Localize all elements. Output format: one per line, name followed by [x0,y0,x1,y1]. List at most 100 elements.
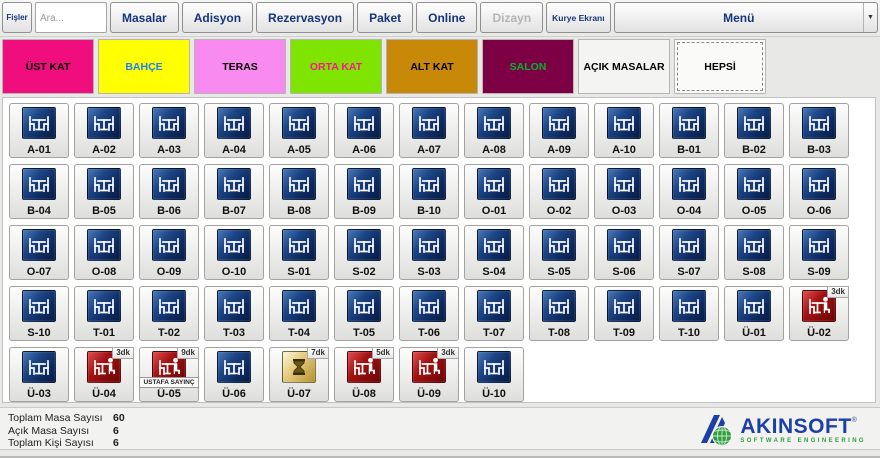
floor-tab[interactable]: HEPSİ [674,39,766,94]
nav-button[interactable]: Online [416,2,478,33]
table-button[interactable]: O-05 [724,164,784,219]
table-button[interactable]: T-08 [529,286,589,341]
table-button[interactable]: S-10 [9,286,69,341]
table-chairs-icon [419,177,439,192]
table-button[interactable]: 7dk [269,347,329,402]
nav-button[interactable]: Kurye Ekranı [546,2,611,33]
table-button[interactable]: 5dk [334,347,394,402]
table-button[interactable]: B-10 [399,164,459,219]
floor-tab[interactable]: BAHÇE [98,39,190,94]
table-button[interactable]: A-03 [139,103,199,158]
table-button[interactable]: S-09 [789,225,849,280]
table-button[interactable]: T-01 [74,286,134,341]
table-button[interactable]: B-07 [204,164,264,219]
table-status-tile [217,107,251,139]
nav-button[interactable]: Adisyon [181,2,254,33]
table-button[interactable]: B-02 [724,103,784,158]
table-status-tile [87,290,121,322]
table-button[interactable]: O-03 [594,164,654,219]
floor-tab[interactable]: TERAS [194,39,286,94]
table-button[interactable]: A-07 [399,103,459,158]
table-button[interactable]: A-09 [529,103,589,158]
table-button[interactable]: S-06 [594,225,654,280]
table-status-tile [672,168,706,200]
nav-button[interactable]: Dizayn [480,2,544,33]
table-button[interactable]: O-09 [139,225,199,280]
table-button[interactable]: Ü-01 [724,286,784,341]
table-button[interactable]: S-02 [334,225,394,280]
table-button[interactable]: 3dk [74,347,134,402]
floor-tab[interactable]: ORTA KAT [290,39,382,94]
table-button[interactable]: O-07 [9,225,69,280]
table-chairs-icon [94,177,114,192]
table-button[interactable]: S-07 [659,225,719,280]
table-button[interactable]: 3dk [399,347,459,402]
duration-badge: 7dk [307,347,329,359]
table-button[interactable]: A-01 [9,103,69,158]
table-button[interactable]: A-10 [594,103,654,158]
table-status-tile [22,351,56,383]
table-button[interactable]: O-06 [789,164,849,219]
floor-tab-label: ALT KAT [410,60,454,73]
nav-button[interactable]: Paket [357,2,414,33]
table-button[interactable]: O-04 [659,164,719,219]
table-button[interactable]: S-05 [529,225,589,280]
table-button[interactable]: S-08 [724,225,784,280]
table-button[interactable]: T-03 [204,286,264,341]
table-button[interactable]: S-04 [464,225,524,280]
table-button[interactable]: T-02 [139,286,199,341]
table-button[interactable]: B-01 [659,103,719,158]
fisler-button[interactable]: Fişler [2,2,32,33]
nav-button-label: Online [428,10,466,25]
table-button[interactable]: Ü-10 [464,347,524,402]
table-button[interactable]: B-09 [334,164,394,219]
nav-button[interactable]: Rezervasyon [256,2,355,33]
dropdown-arrow-icon[interactable]: ▼ [863,3,877,32]
table-button[interactable]: S-03 [399,225,459,280]
table-button[interactable]: A-06 [334,103,394,158]
table-button[interactable]: O-01 [464,164,524,219]
table-button[interactable]: 9dk [139,347,199,402]
table-button[interactable]: T-06 [399,286,459,341]
table-button[interactable]: B-05 [74,164,134,219]
table-button[interactable]: T-07 [464,286,524,341]
table-button[interactable]: T-05 [334,286,394,341]
table-button[interactable]: 3dk [789,286,849,341]
floor-tab[interactable]: ÜST KAT [2,39,94,94]
table-label: A-07 [417,144,441,156]
table-label: O-01 [481,205,507,217]
table-button[interactable]: A-04 [204,103,264,158]
table-button[interactable]: B-08 [269,164,329,219]
table-button[interactable]: T-10 [659,286,719,341]
table-status-tile [737,107,771,139]
table-button[interactable]: T-04 [269,286,329,341]
table-button[interactable]: T-09 [594,286,654,341]
floor-tab[interactable]: SALON [482,39,574,94]
table-label: S-03 [417,266,441,278]
table-button[interactable]: A-05 [269,103,329,158]
table-button[interactable]: B-06 [139,164,199,219]
stat-row: Toplam Masa Sayısı 60 [8,412,125,425]
table-label: S-01 [287,266,311,278]
table-chairs-icon [289,116,309,131]
table-label: S-06 [612,266,636,278]
table-button[interactable]: Ü-06 [204,347,264,402]
table-button[interactable]: B-03 [789,103,849,158]
nav-button[interactable]: Masalar [110,2,179,33]
table-label: S-08 [742,266,766,278]
table-button[interactable]: Ü-03 [9,347,69,402]
floor-tab[interactable]: ALT KAT [386,39,478,94]
table-button[interactable]: O-10 [204,225,264,280]
table-button[interactable]: O-08 [74,225,134,280]
table-button[interactable]: A-08 [464,103,524,158]
table-button[interactable]: B-04 [9,164,69,219]
floor-tab[interactable]: AÇIK MASALAR [578,39,670,94]
table-button[interactable]: S-01 [269,225,329,280]
table-button[interactable]: A-02 [74,103,134,158]
table-button[interactable]: O-02 [529,164,589,219]
menu-button[interactable]: Menü ▼ [613,2,878,33]
table-status-tile [347,168,381,200]
search-input[interactable] [35,2,107,33]
table-status-tile [217,351,251,383]
